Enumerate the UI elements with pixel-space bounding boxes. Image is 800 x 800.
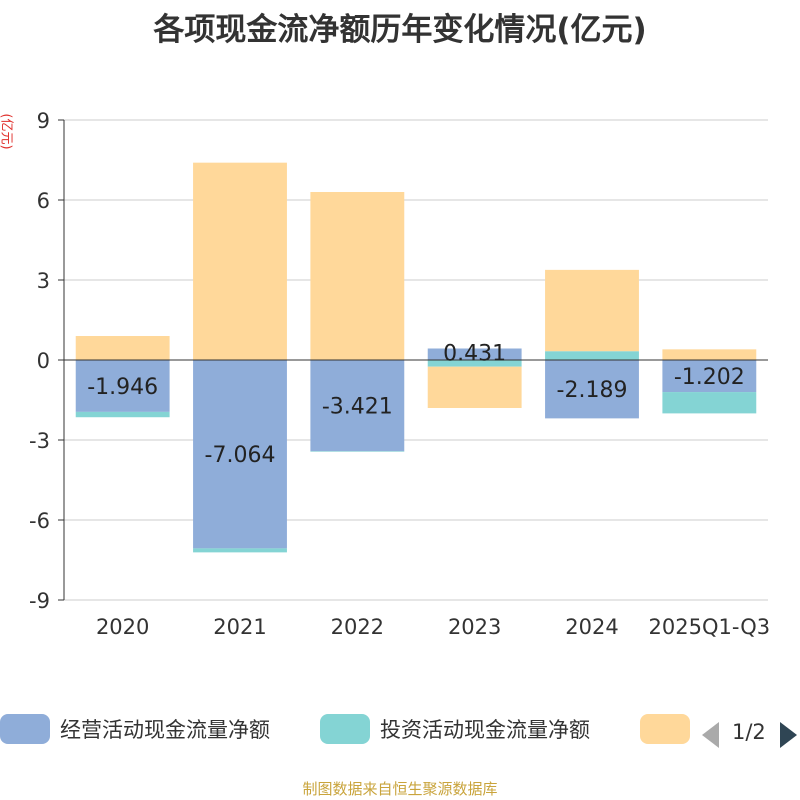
legend-swatch-operating bbox=[0, 714, 50, 744]
y-tick-label-2: 3 bbox=[37, 269, 50, 293]
legend-item-operating[interactable]: 经营活动现金流量净额 bbox=[0, 714, 270, 744]
data-label-1: -7.064 bbox=[205, 443, 276, 468]
legend-swatch-financing bbox=[640, 714, 690, 744]
legend-item-investing[interactable]: 投资活动现金流量净额 bbox=[320, 714, 590, 744]
legend-swatch-investing bbox=[320, 714, 370, 744]
bar-5-series-1 bbox=[662, 392, 757, 414]
bar-0-series-0 bbox=[75, 360, 170, 412]
y-tick-label-3: 0 bbox=[37, 349, 50, 373]
chart-title: 各项现金流净额历年变化情况(亿元) bbox=[153, 12, 647, 48]
bar-3-series-1 bbox=[427, 360, 522, 367]
y-tick-label-6: -9 bbox=[29, 589, 50, 613]
bar-4-series-2 bbox=[545, 269, 639, 352]
y-tick-label-0: 9 bbox=[37, 109, 50, 133]
legend: 经营活动现金流量净额 投资活动现金流量净额 bbox=[0, 714, 800, 754]
bar-2-series-0 bbox=[310, 360, 405, 452]
data-label-0: -1.946 bbox=[87, 375, 158, 400]
x-tick-label-3: 2023 bbox=[448, 615, 501, 639]
x-tick-label-4: 2024 bbox=[565, 615, 618, 639]
y-tick-label-1: 6 bbox=[37, 189, 50, 213]
bar-1-series-2 bbox=[193, 162, 287, 360]
bar-1-series-0 bbox=[193, 360, 287, 549]
y-tick-label-4: -3 bbox=[29, 429, 50, 453]
chevron-left-icon[interactable] bbox=[702, 722, 719, 748]
legend-pager: 1/2 bbox=[700, 720, 800, 750]
x-tick-label-1: 2021 bbox=[213, 615, 266, 639]
bar-5-series-2 bbox=[662, 349, 757, 360]
legend-item-financing[interactable] bbox=[640, 714, 690, 744]
legend-label-operating: 经营活动现金流量净额 bbox=[60, 718, 270, 742]
bar-3-series-0 bbox=[427, 348, 522, 360]
data-label-3: 0.431 bbox=[443, 342, 506, 367]
data-label-4: -2.189 bbox=[557, 378, 628, 403]
legend-label-investing: 投资活动现金流量净额 bbox=[380, 718, 590, 742]
bar-2-series-2 bbox=[310, 192, 405, 360]
x-tick-label-5: 2025Q1-Q3 bbox=[649, 615, 771, 639]
bar-5-series-0 bbox=[662, 360, 757, 393]
bar-4-series-0 bbox=[545, 360, 639, 419]
bar-4-series-1 bbox=[545, 351, 639, 360]
bar-3-series-2 bbox=[427, 366, 522, 408]
chart-canvas: 9 6 3 0 -3 -6 -9 -1.946 -7.064 -3.421 0.431 -2.189 -… bbox=[29, 109, 771, 639]
data-label-2: -3.421 bbox=[322, 395, 393, 420]
chevron-right-icon[interactable] bbox=[780, 722, 797, 748]
data-label-5: -1.202 bbox=[674, 365, 745, 390]
legend-page-indicator: 1/2 bbox=[732, 720, 766, 744]
bar-1-series-1 bbox=[193, 548, 287, 553]
x-tick-label-2: 2022 bbox=[331, 615, 384, 639]
bar-2-series-1 bbox=[310, 451, 405, 452]
bar-0-series-2 bbox=[75, 336, 170, 360]
y-tick-label-5: -6 bbox=[29, 509, 50, 533]
bar-0-series-1 bbox=[75, 411, 170, 418]
x-tick-label-0: 2020 bbox=[96, 615, 149, 639]
data-source-note: 制图数据来自恒生聚源数据库 bbox=[302, 780, 498, 798]
